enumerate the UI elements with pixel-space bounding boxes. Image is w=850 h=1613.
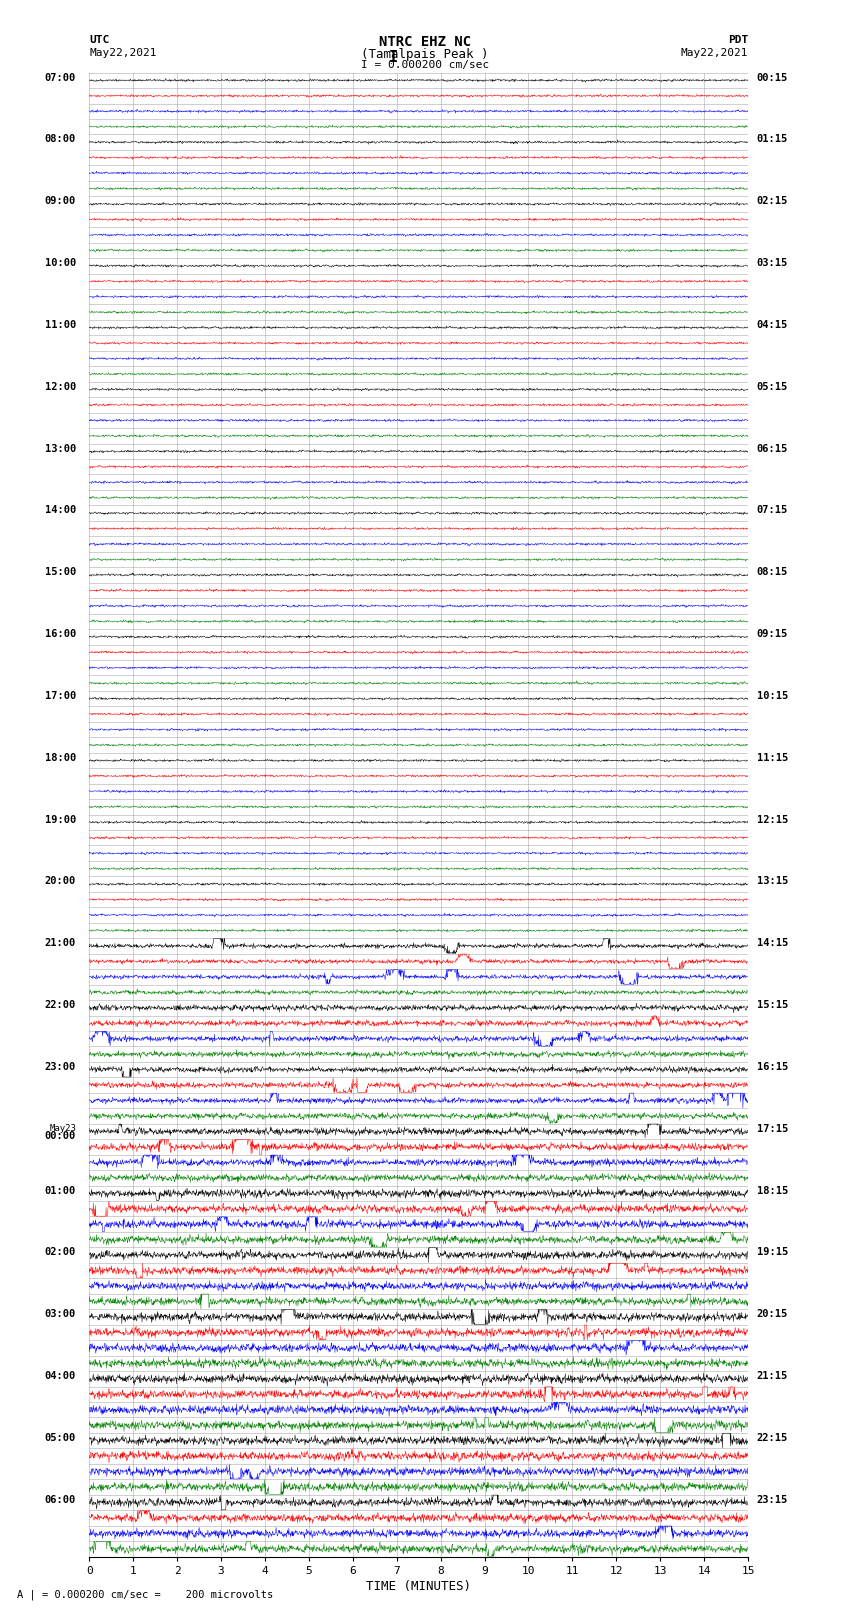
Text: 14:00: 14:00 <box>45 505 76 516</box>
Text: 06:00: 06:00 <box>45 1495 76 1505</box>
Text: NTRC EHZ NC: NTRC EHZ NC <box>379 35 471 50</box>
Text: 17:15: 17:15 <box>756 1124 788 1134</box>
Text: I: I <box>389 50 398 65</box>
Text: 01:15: 01:15 <box>756 134 788 145</box>
Text: 18:15: 18:15 <box>756 1186 788 1195</box>
Text: 00:00: 00:00 <box>45 1131 76 1142</box>
Text: 20:00: 20:00 <box>45 876 76 887</box>
Text: 19:00: 19:00 <box>45 815 76 824</box>
Text: 17:00: 17:00 <box>45 690 76 702</box>
Text: 22:15: 22:15 <box>756 1432 788 1444</box>
Text: 04:15: 04:15 <box>756 319 788 331</box>
Text: PDT: PDT <box>728 35 748 45</box>
Text: 02:15: 02:15 <box>756 197 788 206</box>
Text: 05:00: 05:00 <box>45 1432 76 1444</box>
Text: May22,2021: May22,2021 <box>89 48 156 58</box>
Text: 19:15: 19:15 <box>756 1247 788 1258</box>
Text: 11:00: 11:00 <box>45 319 76 331</box>
Text: 05:15: 05:15 <box>756 382 788 392</box>
Text: 13:00: 13:00 <box>45 444 76 453</box>
Text: 20:15: 20:15 <box>756 1310 788 1319</box>
Text: 10:00: 10:00 <box>45 258 76 268</box>
Text: 02:00: 02:00 <box>45 1247 76 1258</box>
Text: A | = 0.000200 cm/sec =    200 microvolts: A | = 0.000200 cm/sec = 200 microvolts <box>17 1589 273 1600</box>
Text: 21:15: 21:15 <box>756 1371 788 1381</box>
Text: 03:00: 03:00 <box>45 1310 76 1319</box>
Text: 23:15: 23:15 <box>756 1495 788 1505</box>
Text: 12:00: 12:00 <box>45 382 76 392</box>
Text: 00:15: 00:15 <box>756 73 788 82</box>
Text: 06:15: 06:15 <box>756 444 788 453</box>
Text: 07:15: 07:15 <box>756 505 788 516</box>
Text: 12:15: 12:15 <box>756 815 788 824</box>
Text: 15:15: 15:15 <box>756 1000 788 1010</box>
Text: 14:15: 14:15 <box>756 939 788 948</box>
Text: 09:15: 09:15 <box>756 629 788 639</box>
Text: 08:15: 08:15 <box>756 568 788 577</box>
Text: 11:15: 11:15 <box>756 753 788 763</box>
Text: 01:00: 01:00 <box>45 1186 76 1195</box>
Text: May23: May23 <box>49 1124 76 1132</box>
Text: 16:00: 16:00 <box>45 629 76 639</box>
Text: 23:00: 23:00 <box>45 1061 76 1073</box>
X-axis label: TIME (MINUTES): TIME (MINUTES) <box>366 1579 471 1592</box>
Text: 10:15: 10:15 <box>756 690 788 702</box>
Text: 21:00: 21:00 <box>45 939 76 948</box>
Text: 15:00: 15:00 <box>45 568 76 577</box>
Text: UTC: UTC <box>89 35 110 45</box>
Text: 18:00: 18:00 <box>45 753 76 763</box>
Text: 13:15: 13:15 <box>756 876 788 887</box>
Text: 16:15: 16:15 <box>756 1061 788 1073</box>
Text: 04:00: 04:00 <box>45 1371 76 1381</box>
Text: 22:00: 22:00 <box>45 1000 76 1010</box>
Text: 03:15: 03:15 <box>756 258 788 268</box>
Text: 09:00: 09:00 <box>45 197 76 206</box>
Text: 08:00: 08:00 <box>45 134 76 145</box>
Text: (Tamalpais Peak ): (Tamalpais Peak ) <box>361 48 489 61</box>
Text: May22,2021: May22,2021 <box>681 48 748 58</box>
Text: I = 0.000200 cm/sec: I = 0.000200 cm/sec <box>361 60 489 69</box>
Text: 07:00: 07:00 <box>45 73 76 82</box>
